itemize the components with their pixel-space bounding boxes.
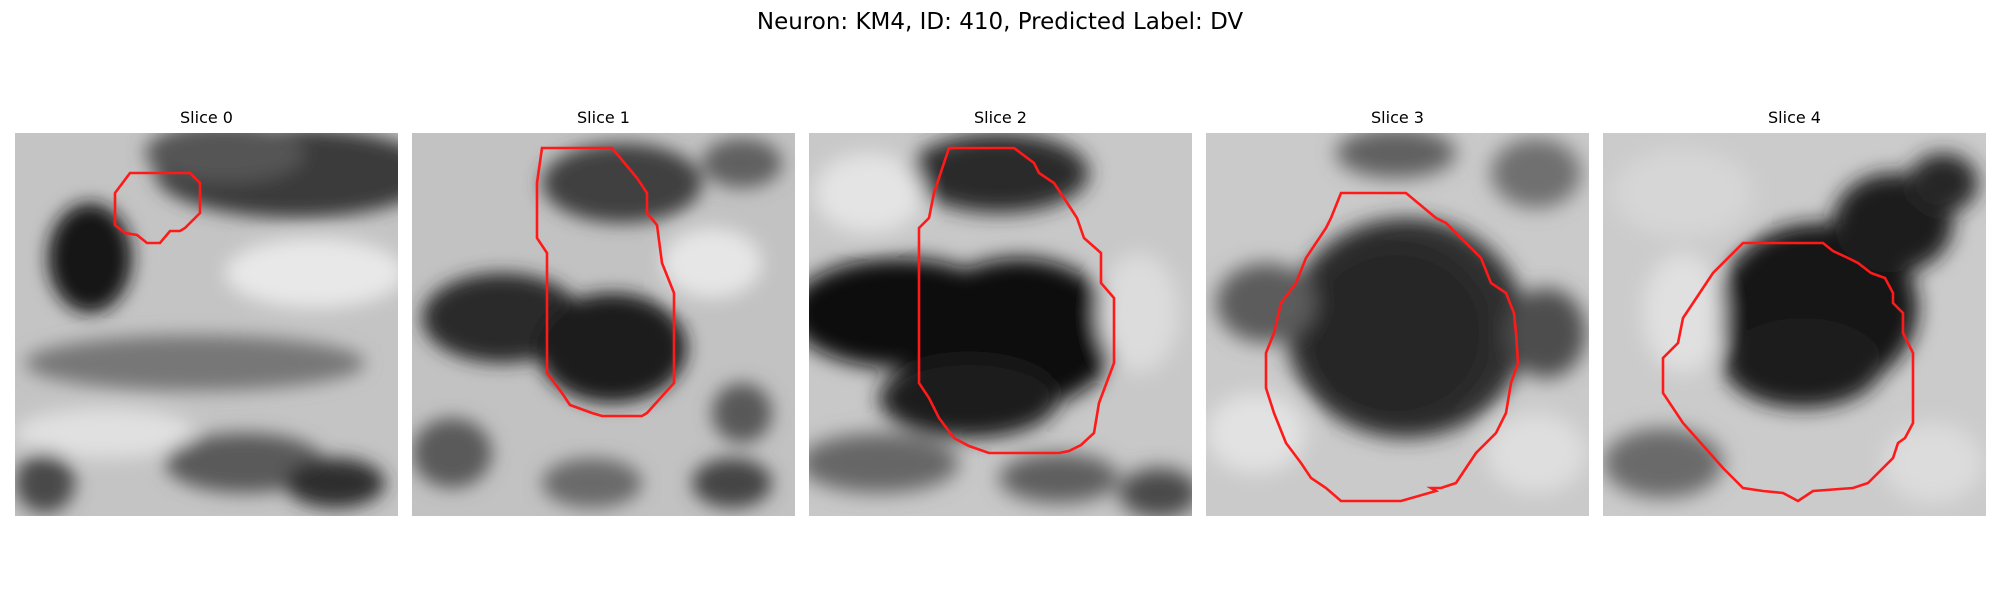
slice-image-0 xyxy=(15,133,398,516)
roi-contour-4 xyxy=(1661,241,1915,503)
slice-image-4 xyxy=(1603,133,1986,516)
slice-image-3 xyxy=(1206,133,1589,516)
roi-contour-2 xyxy=(917,146,1116,455)
slice-image-1 xyxy=(412,133,795,516)
roi-contour-1 xyxy=(535,146,676,418)
roi-contour-3 xyxy=(1264,191,1520,503)
slice-image-2 xyxy=(809,133,1192,516)
roi-contour-0 xyxy=(113,171,202,245)
figure-title: Neuron: KM4, ID: 410, Predicted Label: D… xyxy=(756,9,1244,35)
slice-title-2: Slice 2 xyxy=(974,108,1027,127)
slice-title-0: Slice 0 xyxy=(180,108,233,127)
slice-title-1: Slice 1 xyxy=(577,108,630,127)
slice-title-3: Slice 3 xyxy=(1371,108,1424,127)
slice-title-4: Slice 4 xyxy=(1768,108,1821,127)
